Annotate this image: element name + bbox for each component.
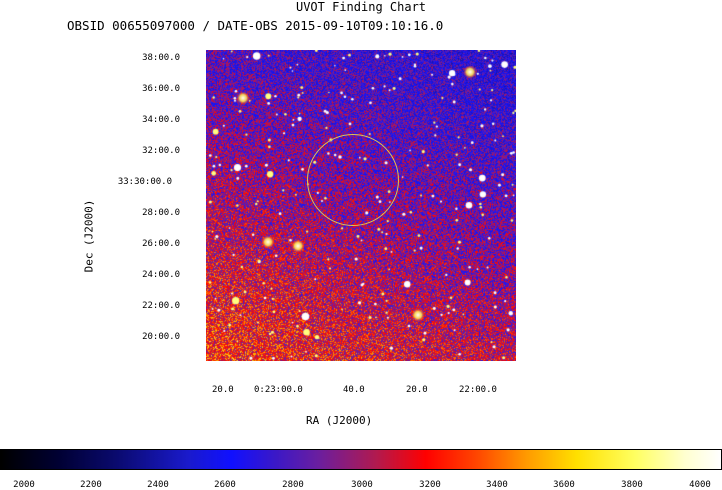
colorbar-tick-label: 3800: [621, 480, 643, 490]
colorbar: [0, 449, 722, 470]
colorbar-tick-label: 4000: [689, 480, 711, 490]
colorbar-tick-label: 3000: [351, 480, 373, 490]
colorbar-tick-label: 2000: [13, 480, 35, 490]
dec-tick-label: 26:00.0: [142, 239, 180, 249]
chart-title: UVOT Finding Chart: [295, 0, 427, 14]
x-axis-label: RA (J2000): [306, 414, 373, 427]
colorbar-tick-label: 3400: [486, 480, 508, 490]
dec-tick-label: 24:00.0: [142, 270, 180, 280]
chart-subtitle: OBSID 00655097000 / DATE-OBS 2015-09-10T…: [67, 18, 444, 33]
dec-tick-label: 28:00.0: [142, 208, 180, 218]
sky-image: [206, 50, 516, 361]
dec-tick-label: 34:00.0: [142, 115, 180, 125]
ra-tick-label: 0:23:00.0: [254, 385, 303, 395]
dec-tick-label: 33:30:00.0: [117, 177, 172, 187]
ra-tick-label: 20.0: [406, 385, 428, 395]
ra-tick-label: 40.0: [343, 385, 365, 395]
colorbar-tick-label: 2600: [214, 480, 236, 490]
colorbar-tick-label: 3200: [419, 480, 441, 490]
dec-tick-label: 36:00.0: [142, 84, 180, 94]
colorbar-tick-label: 2800: [282, 480, 304, 490]
ra-tick-label: 20.0: [212, 385, 234, 395]
ra-tick-label: 22:00.0: [459, 385, 497, 395]
colorbar-tick-label: 3600: [553, 480, 575, 490]
dec-tick-label: 32:00.0: [142, 146, 180, 156]
dec-tick-label: 38:00.0: [142, 53, 180, 63]
dec-tick-label: 20:00.0: [142, 332, 180, 342]
sky-image-canvas: [206, 50, 516, 361]
dec-tick-label: 22:00.0: [142, 301, 180, 311]
colorbar-tick-label: 2400: [147, 480, 169, 490]
y-axis-label: Dec (J2000): [82, 199, 96, 273]
colorbar-tick-label: 2200: [80, 480, 102, 490]
